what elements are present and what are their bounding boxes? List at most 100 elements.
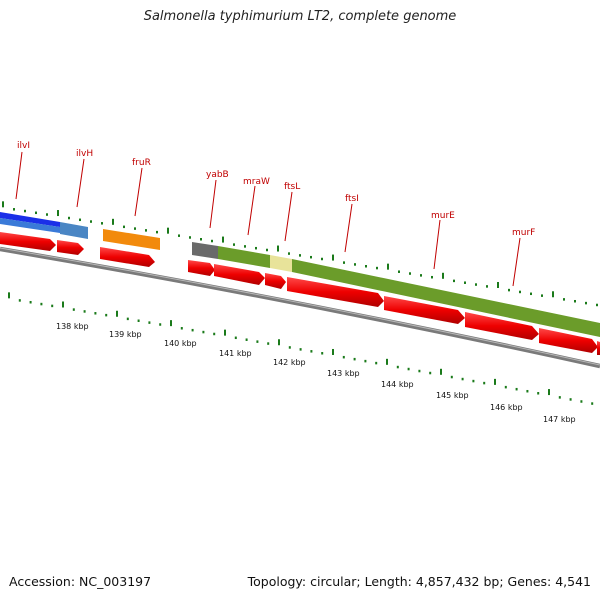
gene-label-ilvH[interactable]: ilvH: [76, 149, 93, 159]
minor-tick: [191, 328, 194, 332]
minor-tick: [409, 272, 411, 275]
minor-tick: [288, 252, 290, 255]
orf-arrows: [0, 232, 600, 355]
major-tick: [222, 236, 224, 243]
genome-backbone-highlight: [0, 247, 600, 366]
orf-arrow[interactable]: [100, 247, 155, 267]
minor-tick: [310, 350, 313, 353]
orf-arrow[interactable]: [0, 232, 56, 251]
minor-tick: [35, 211, 37, 215]
major-tick: [494, 378, 496, 385]
feature-block-yabB[interactable]: [192, 242, 218, 259]
orf-arrow[interactable]: [465, 312, 539, 340]
orf-arrow[interactable]: [384, 296, 465, 324]
minor-tick: [504, 385, 507, 389]
gene-label-ftsL[interactable]: ftsL: [284, 182, 300, 192]
orf-arrow[interactable]: [57, 240, 84, 255]
minor-tick: [255, 246, 257, 250]
minor-tick: [134, 227, 136, 230]
feature-block-fruR[interactable]: [103, 229, 160, 250]
minor-tick: [40, 302, 43, 306]
minor-tick: [145, 229, 147, 232]
minor-tick: [585, 301, 587, 305]
minor-tick: [407, 367, 410, 371]
major-tick: [440, 368, 442, 375]
minor-tick: [68, 216, 70, 220]
minor-tick: [90, 220, 92, 223]
minor-tick: [126, 317, 129, 321]
major-tick: [442, 272, 444, 279]
minor-tick: [51, 304, 54, 308]
major-tick: [167, 227, 169, 234]
kbp-label: 141 kbp: [219, 349, 252, 358]
feature-block-ilvH[interactable]: [60, 222, 88, 239]
gene-label-mraW[interactable]: mraW: [243, 177, 270, 187]
orf-arrow[interactable]: [597, 341, 600, 355]
major-tick: [332, 348, 334, 355]
minor-tick: [450, 375, 453, 379]
minor-tick: [148, 321, 151, 324]
minor-tick: [180, 327, 183, 330]
major-tick: [8, 292, 10, 299]
kbp-label: 147 kbp: [543, 415, 576, 424]
minor-tick: [342, 355, 345, 359]
minor-tick: [24, 209, 26, 213]
orf-arrow[interactable]: [188, 260, 215, 276]
gene-label-murE[interactable]: murE: [431, 211, 455, 221]
kbp-labels: 138 kbp 139 kbp 140 kbp 141 kbp 142 kbp …: [56, 322, 576, 424]
minor-tick: [591, 402, 594, 405]
minor-tick: [526, 389, 529, 393]
gene-label-ilvI[interactable]: ilvI: [17, 141, 30, 151]
major-tick: [548, 389, 550, 396]
feature-block-ilvI[interactable]: [0, 212, 60, 227]
minor-tick: [364, 359, 367, 363]
minor-tick: [472, 379, 475, 383]
orf-arrow[interactable]: [287, 277, 384, 307]
minor-tick: [396, 365, 399, 369]
gene-label-ftsI[interactable]: ftsI: [345, 194, 359, 204]
kbp-label: 145 kbp: [436, 391, 469, 400]
minor-tick: [267, 342, 270, 345]
kbp-label: 140 kbp: [164, 339, 197, 348]
orf-arrow[interactable]: [214, 264, 265, 285]
orf-arrow[interactable]: [265, 273, 286, 289]
gene-label-fruR[interactable]: fruR: [132, 158, 151, 168]
gene-label-yabB[interactable]: yabB: [206, 170, 229, 180]
minor-tick: [79, 218, 81, 222]
minor-tick: [530, 292, 532, 296]
feature-block-ftsI-murF[interactable]: [292, 259, 600, 337]
major-tick: [170, 320, 172, 327]
minor-tick: [398, 270, 400, 273]
feature-block-mraW[interactable]: [218, 246, 270, 268]
minor-tick: [202, 330, 205, 334]
gene-leader-lines: [15, 151, 521, 287]
major-tick: [497, 281, 499, 288]
orf-arrow[interactable]: [539, 328, 598, 353]
kbp-label: 143 kbp: [327, 369, 360, 378]
minor-tick: [213, 332, 216, 336]
minor-tick: [515, 387, 518, 391]
gene-label-murF[interactable]: murF: [512, 228, 535, 238]
minor-tick: [310, 255, 312, 259]
genome-summary-text: Topology: circular; Length: 4,857,432 bp…: [247, 574, 591, 589]
upper-tick-track: [2, 201, 598, 307]
minor-tick: [375, 361, 378, 365]
minor-tick: [541, 294, 543, 297]
minor-tick: [486, 285, 488, 288]
minor-tick: [94, 312, 97, 315]
kbp-label: 144 kbp: [381, 380, 414, 389]
minor-tick: [244, 245, 246, 248]
minor-tick: [123, 225, 125, 229]
minor-tick: [483, 381, 486, 385]
kbp-label: 142 kbp: [273, 358, 306, 367]
minor-tick: [580, 400, 583, 403]
feature-block-ftsL[interactable]: [270, 255, 292, 272]
minor-tick: [420, 274, 422, 277]
major-tick: [332, 254, 334, 261]
minor-tick: [299, 254, 301, 257]
gene-labels: ilvI ilvH fruR yabB mraW ftsL ftsI murE …: [17, 141, 535, 238]
minor-tick: [558, 396, 561, 399]
feature-block-ilvI-light[interactable]: [0, 218, 60, 233]
minor-tick: [418, 369, 421, 373]
minor-tick: [431, 275, 433, 279]
